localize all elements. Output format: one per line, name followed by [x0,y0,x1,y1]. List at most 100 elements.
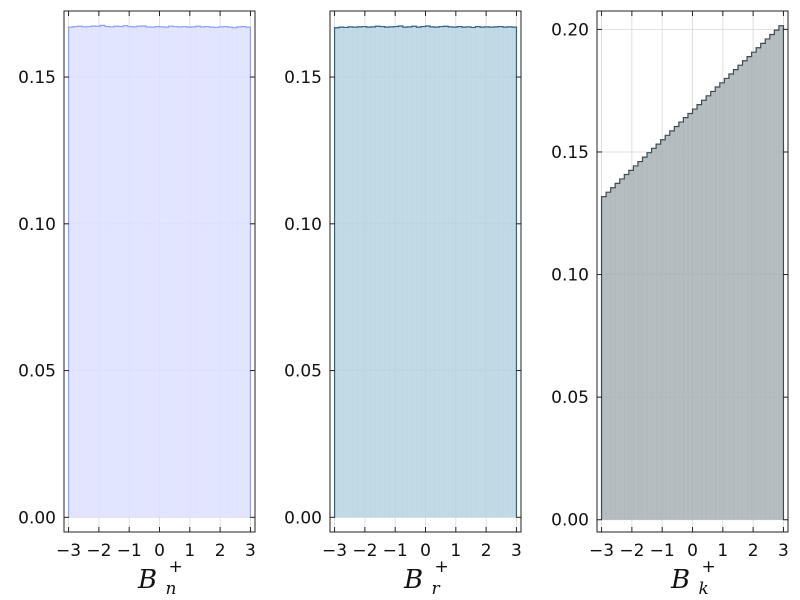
histogram-bars [334,25,517,518]
histogram-bar [642,157,648,520]
x-tick-label: −1 [383,541,408,561]
histogram-bar [77,26,83,518]
histogram-bar [68,27,74,518]
histogram-bar [466,26,472,518]
x-axis-title-subscript: r [432,579,441,599]
histogram-bar [150,27,156,518]
x-tick-label: 0 [687,541,698,561]
histogram-bar [168,26,174,518]
histogram-bar [209,27,215,518]
histogram-bar [420,26,426,518]
histogram-bar [742,60,748,520]
histogram-bar [100,25,106,518]
histogram-bar [439,26,445,518]
histogram-bar [127,26,133,518]
histogram-bar [182,26,188,518]
x-tick-label: −2 [619,541,644,561]
histogram-bar [760,43,766,520]
histogram-bar [493,26,499,518]
x-axis-title-superscript: + [702,557,716,577]
histogram-bar [470,27,476,518]
x-tick-label: 0 [420,541,431,561]
x-tick-label: −2 [352,541,377,561]
histogram-bar [416,27,422,518]
x-tick-label: 2 [215,541,226,561]
histogram-bar [361,26,367,518]
histogram-bar [461,27,467,518]
histogram-bar [719,82,725,520]
histogram-bar [204,26,210,518]
histogram-bar [407,26,413,518]
histogram-bar [91,25,97,518]
y-tick-label: 0.20 [551,20,589,40]
chart-panel-1: −3 −2 −1 0 1 2 3 0.00 0.05 0.10 0.15 B n+ [18,10,256,599]
histogram-bar [375,26,381,518]
histogram-bar [747,56,753,520]
histogram-bar [751,52,757,520]
x-tick-label: −1 [117,541,142,561]
histogram-bar [393,26,399,518]
histogram-bar [398,25,404,518]
x-tick-label: 2 [748,541,759,561]
histogram-bar [132,26,138,518]
histogram-bar [452,27,458,518]
histogram-bar [352,27,358,518]
histogram-bar [669,130,675,520]
x-tick-label: 1 [717,541,728,561]
x-tick-label: −3 [56,541,81,561]
histogram-bar [480,27,486,518]
histogram-bar [715,87,721,520]
histogram-bar [159,26,165,518]
x-axis-title-base: B [670,565,690,595]
y-tick-label: 0.05 [18,362,56,382]
histogram-bar [475,26,481,518]
y-tick-label: 0.10 [284,215,322,235]
histogram-bar [737,65,743,520]
histogram-bar [389,26,395,518]
histogram-bar [145,26,151,518]
histogram-bar [619,178,625,520]
x-tick-label: 2 [481,541,492,561]
y-tick-label: 0.15 [284,68,322,88]
histogram-bar [610,187,616,520]
x-tick-label: 3 [778,541,789,561]
histogram-bar [710,91,716,520]
histogram-bar [114,26,119,518]
x-tick-label: 3 [245,541,256,561]
histogram-bar [601,196,607,520]
histogram-bar [665,135,671,520]
histogram-bar [498,26,504,518]
histogram-bar [660,139,666,520]
histogram-bar [647,152,652,520]
x-tick-label: −2 [86,541,111,561]
histogram-bar [411,26,417,518]
histogram-bar [697,104,702,520]
histogram-bar [380,26,385,518]
histogram-bar [674,126,680,520]
histogram-bar [637,161,643,520]
histogram-bar [95,26,101,518]
histogram-bar [200,26,206,518]
histogram-outline [333,25,518,518]
histogram-bar [214,27,220,518]
histogram-bar [366,27,372,518]
histogram-bar [769,34,775,520]
histogram-bar [678,122,684,520]
histogram-bar [218,26,224,518]
histogram-bar [778,25,784,520]
histogram-bar [687,113,693,520]
histogram-bar [489,27,495,518]
histogram-bar [430,26,435,518]
histogram-bar [443,26,449,518]
histogram-bar [606,192,612,520]
histogram-bar [683,117,689,520]
histogram-bar [706,95,712,520]
histogram-bar [733,69,739,520]
y-tick-label: 0.15 [18,68,56,88]
x-axis-title-subscript: n [166,579,177,599]
histogram-bar [227,27,233,518]
histogram-bar [334,27,340,518]
x-axis-title-subscript: k [699,579,709,599]
